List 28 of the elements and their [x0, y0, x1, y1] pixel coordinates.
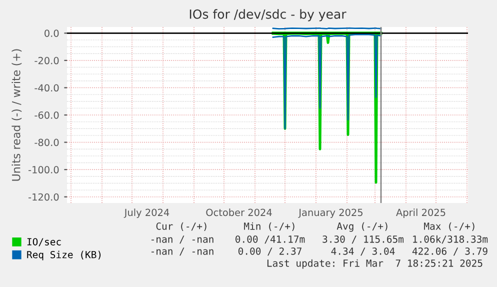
x-tick-label: January 2025 — [298, 208, 362, 218]
text: Avg (-/+) — [336, 222, 388, 232]
text: Last update: Fri Mar 7 18:25:21 2025 — [267, 259, 482, 269]
y-tick-label: -80.0 — [34, 138, 59, 146]
y-tick-label: -100.0 — [28, 166, 59, 174]
y-tick-label: -40.0 — [34, 84, 59, 92]
x-tick-label: April 2025 — [396, 208, 446, 218]
y-tick-label: -20.0 — [34, 56, 59, 64]
text: 422.06 / 3.79 — [412, 247, 488, 256]
y-tick-label: 0.0 — [44, 30, 59, 37]
text: -nan / -nan — [152, 236, 214, 244]
text: Cur (-/+) — [156, 222, 206, 231]
y-axis-title: Units read (-) / write (+) — [12, 49, 22, 181]
y-tick-label: -60.0 — [34, 111, 59, 119]
text: -nan / -nan — [152, 248, 214, 256]
text: Min (-/+) — [244, 222, 294, 231]
text: 4.34 / 3.04 — [331, 247, 395, 256]
legend-label: IO/sec — [27, 238, 61, 246]
text: 0.00 / 2.37 — [238, 247, 302, 256]
chart-title: IOs for /dev/sdc - by year — [190, 9, 346, 22]
text: 0.00 /41.17m — [236, 235, 305, 244]
text: 1.06k/318.33m — [413, 235, 488, 244]
text: Max (-/+) — [424, 222, 474, 231]
y-tick-label: -120.0 — [28, 193, 59, 201]
legend-label: Req Size (KB) — [27, 250, 101, 260]
text: 3.30 / 115.65m — [322, 235, 404, 244]
x-tick-label: October 2024 — [206, 208, 272, 216]
x-tick-label: July 2024 — [124, 208, 170, 218]
